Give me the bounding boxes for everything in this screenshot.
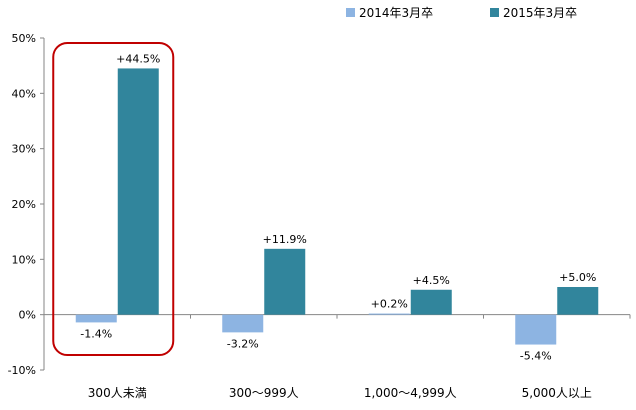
data-label-series1-cat3: +0.2% (371, 298, 408, 311)
legend-swatch-2 (490, 8, 499, 17)
bar-series1-cat4 (515, 314, 557, 345)
bar-series2-cat2 (264, 248, 306, 315)
bar-series2-cat1 (117, 68, 159, 315)
category-label: 300人未満 (88, 386, 147, 400)
category-label: 1,000～4,999人 (364, 386, 457, 400)
highlight-box (52, 42, 175, 356)
bars (75, 68, 599, 345)
data-label-series2-cat2: +11.9% (263, 233, 307, 246)
data-label-series2-cat4: +5.0% (559, 271, 596, 284)
y-tick-label: 10% (12, 253, 36, 266)
data-labels: -1.4% +44.5% -3.2% +11.9% +0.2% +4.5% -5.4% +5.… (80, 52, 596, 362)
y-tick-label: 30% (12, 143, 36, 156)
legend-label-2: 2015年3月卒 (503, 6, 577, 20)
bar-series1-cat3 (368, 313, 410, 315)
data-label-series1-cat2: -3.2% (227, 337, 259, 350)
y-tick-label: 20% (12, 198, 36, 211)
y-tick-label: 0% (19, 309, 36, 322)
bar-series1-cat2 (222, 314, 264, 333)
y-tick-label: 40% (12, 87, 36, 100)
bar-series2-cat3 (410, 289, 452, 315)
legend: 2014年3月卒 2015年3月卒 (346, 6, 577, 20)
bar-series1-cat1 (75, 314, 117, 323)
category-label: 5,000人以上 (522, 386, 592, 400)
y-tick-label: 50% (12, 32, 36, 45)
y-axis: -10% 0% 10% 20% 30% 40% 50% (8, 32, 45, 377)
highlight (52, 42, 175, 356)
category-label: 300～999人 (229, 386, 299, 400)
data-label-series2-cat1: +44.5% (116, 52, 160, 65)
data-label-series2-cat3: +4.5% (413, 274, 450, 287)
data-label-series1-cat4: -5.4% (520, 350, 552, 363)
legend-swatch-1 (346, 8, 355, 17)
data-label-series1-cat1: -1.4% (80, 327, 112, 340)
legend-label-1: 2014年3月卒 (359, 6, 433, 20)
y-tick-label: -10% (8, 364, 36, 377)
bar-series2-cat4 (557, 287, 599, 315)
